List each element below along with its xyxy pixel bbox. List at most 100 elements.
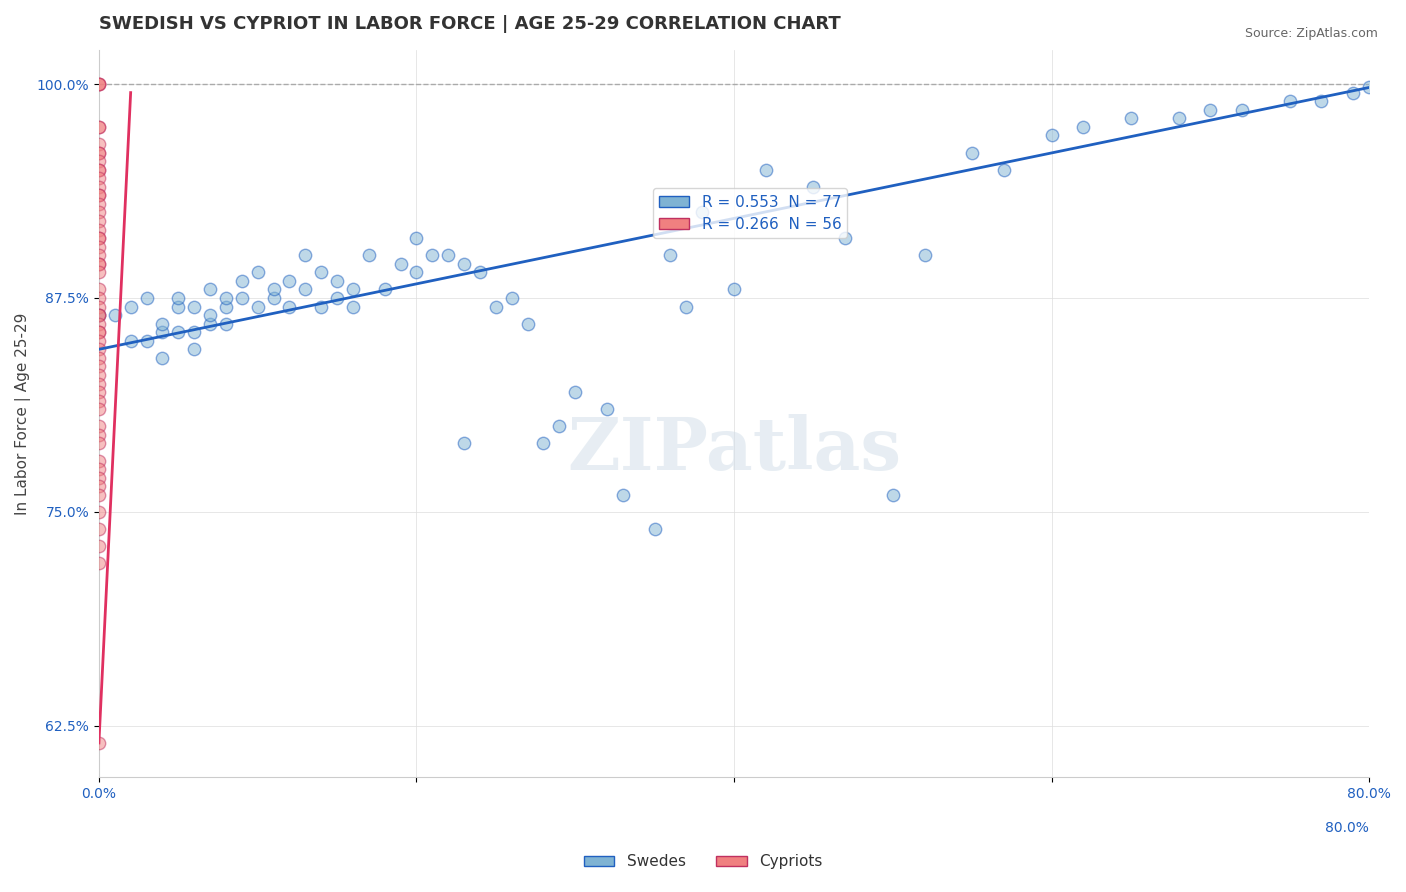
Point (533, 436, 555, 450)
Point (215, 300, 238, 314)
Point (87, 188, 110, 202)
Point (152, 351, 174, 365)
Point (167, 291, 190, 305)
Point (87, 291, 110, 305)
Point (120, 334, 142, 348)
Point (87, 393, 110, 408)
Point (357, 248, 380, 262)
Point (485, 300, 508, 314)
Point (374, 282, 396, 296)
Point (420, 248, 443, 262)
Point (87, 308, 110, 322)
Point (87, 188, 110, 202)
Point (389, 257, 412, 271)
Point (801, 179, 824, 194)
Point (198, 317, 221, 331)
Point (87, 240, 110, 254)
Point (87, 300, 110, 314)
Point (596, 402, 619, 417)
Point (548, 419, 571, 434)
Point (215, 291, 238, 305)
Point (87, 325, 110, 339)
Point (87, 325, 110, 339)
Point (914, 248, 936, 262)
Point (87, 334, 110, 348)
Point (960, 145, 983, 160)
Point (87, 136, 110, 151)
Point (87, 197, 110, 211)
Point (468, 265, 491, 279)
Point (309, 265, 332, 279)
Point (659, 248, 682, 262)
Point (87, 428, 110, 442)
Point (152, 317, 174, 331)
Legend: Swedes, Cypriots: Swedes, Cypriots (578, 848, 828, 875)
Point (87, 402, 110, 417)
Point (87, 120, 110, 134)
Point (87, 231, 110, 245)
Point (87, 282, 110, 296)
Point (120, 300, 142, 314)
Point (135, 334, 157, 348)
Text: 80.0%: 80.0% (1326, 821, 1369, 835)
Point (644, 522, 666, 536)
Point (87, 436, 110, 450)
Point (198, 308, 221, 322)
Legend: R = 0.553  N = 77, R = 0.266  N = 56: R = 0.553 N = 77, R = 0.266 N = 56 (652, 188, 848, 238)
Point (1119, 112, 1142, 126)
Point (167, 325, 190, 339)
Point (87, 154, 110, 169)
Point (87, 265, 110, 279)
Point (87, 343, 110, 357)
Point (152, 325, 174, 339)
Point (87, 479, 110, 493)
Point (87, 214, 110, 228)
Point (834, 231, 856, 245)
Point (87, 308, 110, 322)
Point (294, 248, 316, 262)
Point (501, 291, 523, 305)
Point (690, 205, 713, 219)
Point (198, 282, 221, 296)
Y-axis label: In Labor Force | Age 25-29: In Labor Force | Age 25-29 (15, 312, 31, 515)
Point (516, 317, 538, 331)
Point (1358, 80, 1381, 95)
Point (755, 162, 778, 177)
Point (342, 282, 364, 296)
Point (87, 162, 110, 177)
Point (278, 300, 301, 314)
Point (246, 300, 269, 314)
Point (1310, 94, 1333, 108)
Point (993, 162, 1015, 177)
Point (1071, 120, 1094, 134)
Text: SWEDISH VS CYPRIOT IN LABOR FORCE | AGE 25-29 CORRELATION CHART: SWEDISH VS CYPRIOT IN LABOR FORCE | AGE … (98, 15, 841, 33)
Point (87, 376, 110, 391)
Point (675, 300, 697, 314)
Point (87, 351, 110, 365)
Point (231, 274, 253, 288)
Point (87, 471, 110, 485)
Point (87, 145, 110, 160)
Point (87, 179, 110, 194)
Point (342, 300, 364, 314)
Point (326, 291, 349, 305)
Point (87, 505, 110, 519)
Point (326, 274, 349, 288)
Point (453, 436, 475, 450)
Point (87, 488, 110, 502)
Point (87, 171, 110, 186)
Point (87, 205, 110, 219)
Point (87, 522, 110, 536)
Point (1230, 103, 1253, 117)
Point (87, 462, 110, 476)
Point (1341, 86, 1364, 100)
Point (87, 120, 110, 134)
Point (87, 145, 110, 160)
Point (87, 419, 110, 434)
Point (87, 257, 110, 271)
Point (87, 231, 110, 245)
Point (564, 385, 586, 400)
Point (1167, 112, 1189, 126)
Text: ZIPatlas: ZIPatlas (567, 415, 901, 485)
Point (87, 257, 110, 271)
